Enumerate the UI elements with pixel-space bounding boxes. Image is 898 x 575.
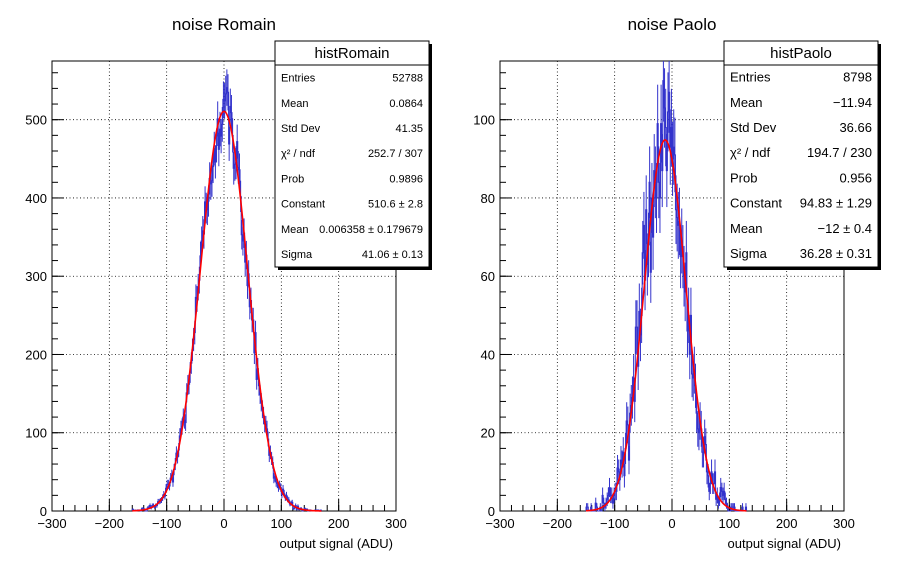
stats-row-value: 94.83 ± 1.29: [800, 196, 872, 211]
x-tick-label: −300: [485, 516, 514, 531]
stats-row-label: Mean: [730, 95, 763, 110]
stats-row-label: Entries: [730, 70, 771, 85]
gaussian-fit-curve: [585, 139, 747, 512]
stats-row-label: Prob: [730, 170, 757, 185]
stats-row-value: −11.94: [833, 95, 872, 110]
x-tick-label: 100: [270, 516, 292, 531]
x-tick-label: 300: [385, 516, 407, 531]
stats-row-label: Mean: [730, 221, 763, 236]
stats-row-label: Mean: [281, 98, 309, 110]
gaussian-fit-curve: [132, 110, 322, 512]
y-tick-label: 20: [481, 426, 495, 441]
stats-box-title: histRomain: [314, 45, 389, 62]
y-tick-label: 400: [25, 191, 47, 206]
stats-row-label: Prob: [281, 173, 304, 185]
histogram-line: [131, 87, 322, 512]
stats-row-value: 510.6 ± 2.8: [368, 199, 423, 211]
x-axis-label: output signal (ADU): [280, 536, 393, 551]
chart-panel-1: noise Romain −300 −200 −100 0 100 200 300 0 100 20…: [25, 15, 432, 551]
histogram-line: [585, 80, 748, 512]
stats-row-value: 52788: [392, 73, 423, 85]
y-tick-label: 300: [25, 269, 47, 284]
y-tick-label: 0: [40, 504, 47, 519]
stats-row-value: 0.0864: [389, 98, 423, 110]
x-tick-label: −300: [37, 516, 66, 531]
stats-row-value: 41.35: [395, 123, 423, 135]
stats-row-label: Constant: [730, 196, 782, 211]
stats-box: histRomain Entries 52788 Mean 0.0864 Std Dev 4…: [274, 40, 432, 270]
stats-row-value: 8798: [843, 70, 872, 85]
stats-row-label: Entries: [281, 73, 316, 85]
histogram-series: [585, 61, 748, 512]
y-tick-label: 80: [481, 191, 495, 206]
stats-row-label: Mean: [281, 224, 309, 236]
stats-box: histPaolo Entries 8798 Mean −11.94 Std Dev 36.…: [723, 40, 881, 270]
y-tick-label: 40: [481, 347, 495, 362]
stats-box-frame: [723, 40, 879, 268]
stats-row-value: 0.9896: [389, 173, 423, 185]
y-tick-label: 60: [481, 269, 495, 284]
stats-row-value: 41.06 ± 0.13: [362, 249, 423, 261]
x-tick-label: 0: [668, 516, 675, 531]
stats-row-value: 36.28 ± 0.31: [800, 246, 872, 261]
stats-row-label: χ² / ndf: [730, 145, 770, 160]
x-tick-label: 300: [833, 516, 855, 531]
stats-box-title: histPaolo: [770, 45, 832, 62]
y-tick-label: 100: [25, 426, 47, 441]
stats-row-label: Constant: [281, 199, 325, 211]
stats-row-label: Sigma: [730, 246, 768, 261]
x-tick-label: 0: [220, 516, 227, 531]
chart-panel-2: noise Paolo −300 −200 −100 0 100 200 300 0 20 40 60…: [473, 15, 881, 551]
y-tick-label: 500: [25, 113, 47, 128]
stats-box-frame: [274, 40, 430, 268]
stats-row-value: −12 ± 0.4: [818, 221, 872, 236]
stats-row-value: 0.956: [839, 170, 872, 185]
x-tick-label: 200: [328, 516, 350, 531]
stats-row-value: 252.7 / 307: [368, 148, 423, 160]
x-tick-label: −200: [543, 516, 572, 531]
x-axis-label: output signal (ADU): [728, 536, 841, 551]
stats-row-value: 194.7 / 230: [807, 145, 872, 160]
stats-row-label: χ² / ndf: [281, 148, 316, 160]
stats-row-value: 0.006358 ± 0.179679: [319, 224, 423, 236]
chart-title: noise Romain: [172, 15, 276, 34]
chart-title: noise Paolo: [628, 15, 717, 34]
x-tick-label: −200: [95, 516, 124, 531]
x-tick-label: −100: [600, 516, 629, 531]
stats-row-label: Sigma: [281, 249, 313, 261]
stats-row-value: 36.66: [839, 120, 872, 135]
y-tick-label: 0: [488, 504, 495, 519]
stats-row-label: Std Dev: [281, 123, 321, 135]
x-tick-label: 100: [718, 516, 740, 531]
y-tick-label: 200: [25, 347, 47, 362]
stats-row-label: Std Dev: [730, 120, 777, 135]
x-tick-label: 200: [776, 516, 798, 531]
y-tick-label: 100: [473, 113, 495, 128]
x-tick-label: −100: [152, 516, 181, 531]
